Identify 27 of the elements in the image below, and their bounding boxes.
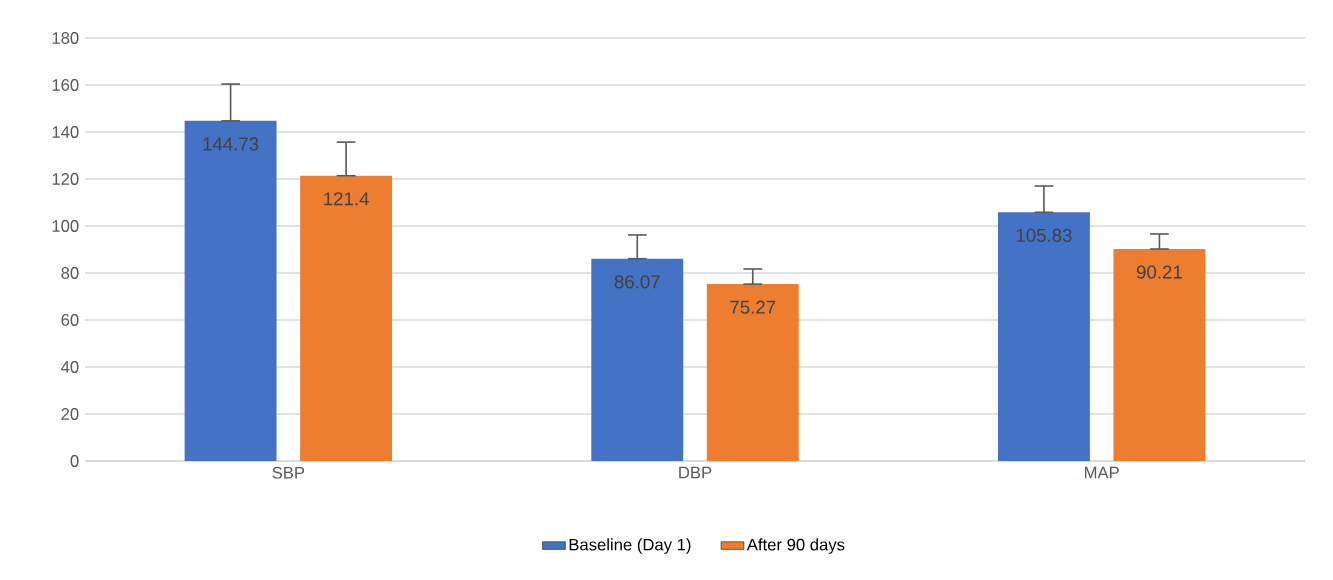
bar: [184, 120, 277, 461]
y-tick-label: 160: [52, 79, 79, 91]
bar: [300, 175, 393, 461]
y-tick-label: 20: [61, 408, 79, 420]
y-tick-label: 100: [52, 220, 79, 232]
data-label: 105.83: [1016, 228, 1072, 242]
x-tick-label: DBP: [679, 466, 712, 479]
data-label: 90.21: [1136, 265, 1182, 279]
y-tick-label: 80: [61, 267, 79, 279]
bar: [1113, 248, 1206, 461]
data-label: 75.27: [730, 300, 776, 314]
x-tick-label: SBP: [272, 466, 305, 479]
y-tick-label: 40: [61, 361, 79, 373]
y-tick-label: 140: [52, 126, 79, 138]
bar: [997, 212, 1090, 461]
data-label: 86.07: [614, 275, 660, 289]
bar: [591, 258, 684, 461]
legend-label: After 90 days: [746, 538, 845, 554]
y-tick-label: 180: [52, 32, 79, 44]
y-tick-label: 60: [61, 314, 79, 326]
x-tick-label: MAP: [1084, 466, 1119, 479]
y-tick-label: 120: [52, 173, 79, 185]
data-label: 144.73: [203, 137, 259, 151]
data-label: 121.4: [324, 192, 369, 206]
bar: [706, 284, 799, 461]
y-tick-label: 0: [70, 455, 79, 467]
legend-label: Baseline (Day 1): [569, 538, 691, 554]
